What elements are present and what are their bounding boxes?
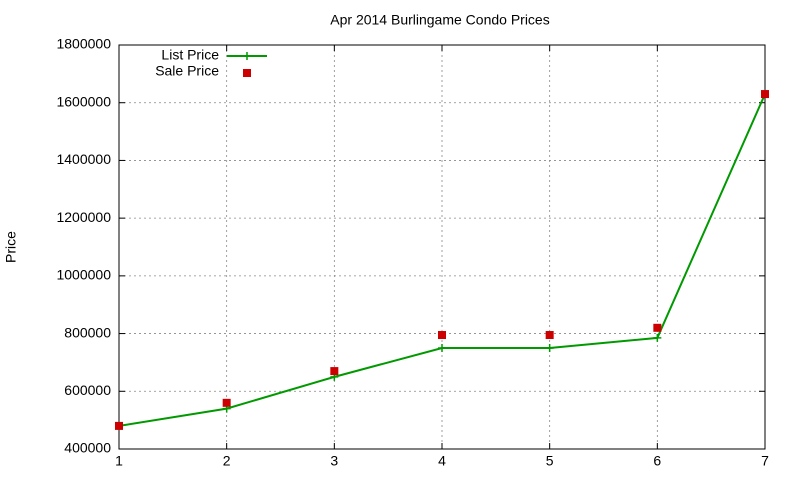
x-tick-label: 6 [653, 453, 661, 469]
legend-label: List Price [161, 47, 219, 63]
y-tick-label: 1600000 [56, 93, 111, 109]
point [761, 90, 769, 99]
x-tick-label: 7 [761, 453, 769, 469]
y-tick-label: 600000 [64, 382, 111, 398]
y-tick-label: 1000000 [56, 267, 111, 283]
y-tick-label: 800000 [64, 324, 111, 340]
chart-title: Apr 2014 Burlingame Condo Prices [330, 12, 549, 28]
legend-marker [243, 69, 251, 77]
y-tick-label: 1200000 [56, 209, 111, 225]
point [438, 331, 446, 340]
point [545, 331, 554, 340]
point [653, 333, 662, 342]
point [330, 367, 339, 376]
legend-marker [243, 52, 251, 60]
y-axis-label: Price [3, 231, 19, 263]
y-tick-label: 400000 [64, 440, 111, 456]
x-tick-label: 2 [223, 453, 231, 469]
point [115, 421, 123, 430]
y-tick-label: 1400000 [56, 151, 111, 167]
plot-frame [118, 44, 766, 450]
legend-label: Sale Price [155, 63, 219, 79]
point [545, 344, 554, 352]
point [653, 323, 662, 332]
y-tick-label: 1800000 [56, 36, 111, 52]
x-tick-label: 5 [546, 453, 554, 469]
x-tick-label: 1 [115, 453, 123, 469]
point [222, 398, 231, 407]
x-tick-label: 3 [330, 453, 338, 469]
point [438, 344, 446, 352]
x-tick-label: 4 [438, 453, 446, 469]
